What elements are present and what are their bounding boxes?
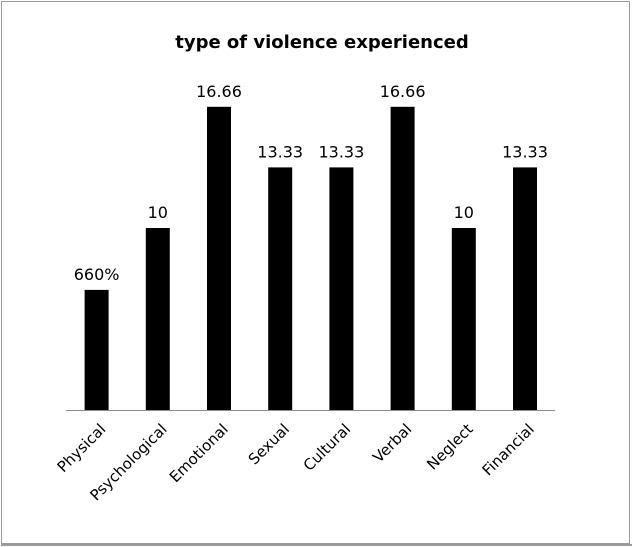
data-label-cultural: 13.33 bbox=[318, 142, 364, 161]
data-labels-group: 660% 10 16.66 13.33 13.33 16.66 10 13.33 bbox=[74, 82, 548, 284]
bar-verbal bbox=[390, 106, 415, 411]
x-tick-label-verbal: Verbal bbox=[369, 420, 415, 466]
x-tick-label-cultural: Cultural bbox=[300, 420, 354, 474]
data-label-psychological: 10 bbox=[148, 203, 168, 222]
bar-cultural bbox=[329, 167, 354, 410]
x-tick-label-physical: Physical bbox=[54, 420, 110, 476]
bars-group bbox=[84, 106, 537, 411]
bar-emotional bbox=[207, 106, 231, 411]
bar-psychological bbox=[145, 228, 170, 410]
data-label-verbal: 16.66 bbox=[380, 82, 426, 101]
data-label-sexual: 13.33 bbox=[257, 142, 303, 161]
x-tick-label-sexual: Sexual bbox=[245, 420, 293, 468]
data-label-financial: 13.33 bbox=[502, 142, 548, 161]
x-tick-label-financial: Financial bbox=[479, 420, 538, 479]
bar-sexual bbox=[268, 167, 293, 410]
bar-neglect bbox=[451, 228, 476, 410]
frame-bottom-rule bbox=[1, 544, 632, 546]
bar-financial bbox=[513, 167, 537, 410]
data-label-neglect: 10 bbox=[454, 203, 474, 222]
data-label-emotional: 16.66 bbox=[196, 82, 242, 101]
chart-title: type of violence experienced bbox=[175, 32, 469, 53]
x-tick-label-neglect: Neglect bbox=[423, 420, 476, 473]
data-label-physical: 660% bbox=[74, 265, 120, 284]
bar-physical bbox=[84, 289, 109, 410]
x-tick-label-emotional: Emotional bbox=[166, 420, 232, 486]
